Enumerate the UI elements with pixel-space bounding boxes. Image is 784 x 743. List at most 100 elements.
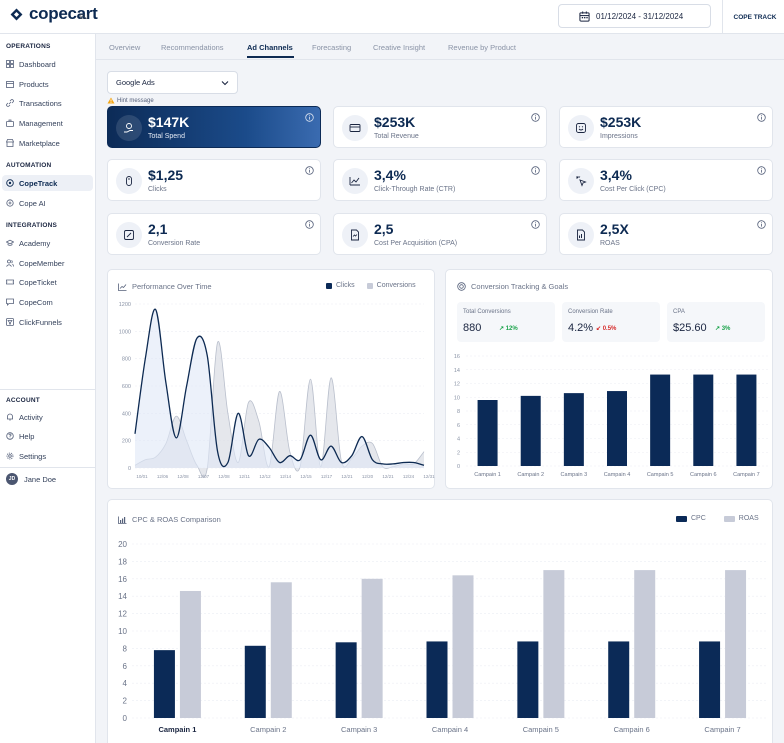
x-tick-label: Campain 6 — [690, 472, 717, 478]
info-icon[interactable] — [757, 220, 766, 229]
info-icon[interactable] — [757, 166, 766, 175]
sidebar-item-marketplace[interactable]: Marketplace — [2, 135, 93, 151]
tab-forecasting[interactable]: Forecasting — [312, 43, 352, 52]
kpi-value: $253K — [600, 114, 642, 130]
user-profile[interactable]: JD Jane Doe — [2, 471, 93, 487]
date-range-picker[interactable]: 01/12/2024 - 31/12/2024 — [558, 4, 711, 28]
sidebar-item-help[interactable]: Help — [2, 428, 93, 444]
info-icon[interactable] — [531, 166, 540, 175]
kpi-value: 3,4% — [600, 167, 632, 183]
section-title-operations: OPERATIONS — [6, 43, 51, 50]
cope-track-button[interactable]: COPE TRACK — [733, 13, 777, 21]
x-tick-label: 10/01 — [136, 474, 148, 479]
stat-label: Conversion Rate — [568, 309, 613, 315]
bar-cpc-campain-7 — [699, 641, 721, 718]
target-icon — [6, 179, 14, 187]
kpi-card-total-spend[interactable]: $147K Total Spend — [107, 106, 321, 148]
grid-icon — [6, 60, 14, 68]
x-tick-label: 12/21 — [341, 474, 353, 479]
section-title-account: ACCOUNT — [6, 397, 40, 404]
sidebar-divider — [0, 467, 96, 468]
sidebar-item-management[interactable]: Management — [2, 115, 93, 131]
store-icon — [6, 139, 14, 147]
sidebar-item-dashboard[interactable]: Dashboard — [2, 56, 93, 72]
bar-roas-campain-4 — [452, 575, 474, 718]
sidebar-item-activity[interactable]: Activity — [2, 409, 93, 425]
info-icon[interactable] — [757, 113, 766, 122]
kpi-card-cpc[interactable]: 3,4% Cost Per Click (CPC) — [559, 159, 773, 201]
x-tick-label: Campain 3 — [341, 725, 377, 734]
date-range-text: 01/12/2024 - 31/12/2024 — [596, 11, 684, 21]
stat-conversion-rate: Conversion Rate 4.2% ↙ 0.5% — [562, 302, 660, 342]
kpi-card-clicks[interactable]: $1,25 Clicks — [107, 159, 321, 201]
sidebar-item-copemember[interactable]: CopeMember — [2, 255, 93, 271]
active-tab-indicator — [247, 56, 294, 58]
sidebar-item-settings[interactable]: Settings — [2, 448, 93, 464]
y-tick-label: 18 — [118, 557, 127, 566]
tab-creative-insight[interactable]: Creative Insight — [373, 43, 426, 52]
kpi-value: $147K — [148, 114, 190, 130]
sidebar-item-copecom[interactable]: CopeCom — [2, 294, 93, 310]
x-tick-label: Campain 1 — [158, 725, 196, 734]
kpi-label: Cost Per Click (CPC) — [600, 186, 666, 193]
sidebar-item-clickfunnels[interactable]: ClickFunnels — [2, 314, 93, 330]
sidebar-item-label: Activity — [19, 412, 43, 422]
info-icon[interactable] — [305, 220, 314, 229]
sidebar-item-label: Management — [19, 118, 63, 128]
graduation-icon — [6, 239, 14, 246]
tab-overview[interactable]: Overview — [109, 43, 141, 52]
kpi-label: Total Revenue — [374, 133, 419, 140]
legend-cpc: CPC — [691, 515, 706, 522]
info-icon[interactable] — [531, 113, 540, 122]
kpi-card-roas[interactable]: 2,5X ROAS — [559, 213, 773, 255]
kpi-value: 2,5X — [600, 221, 629, 237]
y-tick-label: 6 — [457, 423, 460, 429]
chevron-down-icon — [221, 81, 229, 86]
chat-icon — [6, 298, 14, 306]
sidebar-item-label: Transactions — [19, 98, 62, 108]
x-tick-label: Campain 2 — [517, 472, 544, 478]
legend-swatch-conversions — [366, 282, 373, 289]
sidebar-item-academy[interactable]: Academy — [2, 235, 93, 251]
kpi-value: 2,1 — [148, 221, 168, 237]
x-tick-label: Campain 2 — [250, 725, 286, 734]
kpi-card-impressions[interactable]: $253K Impressions — [559, 106, 773, 148]
stat-value: $25.60 — [673, 322, 707, 334]
bar-roas-campain-6 — [634, 570, 656, 718]
gear-icon — [6, 452, 14, 460]
sidebar-item-copeticket[interactable]: CopeTicket — [2, 274, 93, 290]
info-icon[interactable] — [305, 113, 314, 122]
tab-recommendations[interactable]: Recommendations — [161, 43, 224, 52]
logo[interactable]: copecart — [8, 5, 98, 23]
channel-select[interactable]: Google Ads — [107, 71, 238, 94]
performance-legend: Clicks Conversions — [326, 282, 416, 289]
bar-roas-campain-5 — [543, 570, 565, 718]
kpi-card-cpa[interactable]: 2,5 Cost Per Acquisition (CPA) — [333, 213, 547, 255]
tab-revenue-by-product[interactable]: Revenue by Product — [448, 43, 516, 52]
kpi-card-ctr[interactable]: 3,4% Click-Through Rate (CTR) — [333, 159, 547, 201]
tab-ad-channels[interactable]: Ad Channels — [247, 43, 293, 52]
sidebar-item-cope-ai[interactable]: Cope AI — [2, 195, 93, 211]
sidebar-item-copetrack[interactable]: CopeTrack — [2, 175, 93, 191]
kpi-card-conversion-rate[interactable]: 2,1 Conversion Rate — [107, 213, 321, 255]
x-tick-label: 12/21 — [382, 474, 394, 479]
info-icon[interactable] — [305, 166, 314, 175]
legend-clicks: Clicks — [336, 282, 355, 289]
sidebar-item-transactions[interactable]: Transactions — [2, 95, 93, 111]
section-title-automation: AUTOMATION — [6, 162, 52, 169]
info-icon[interactable] — [531, 220, 540, 229]
stat-value: 4.2% — [568, 322, 594, 334]
sidebar-item-label: ClickFunnels — [19, 317, 62, 327]
bar-roas-campain-2 — [270, 582, 292, 718]
money-hand-icon — [116, 115, 142, 141]
kpi-label: Clicks — [148, 186, 167, 193]
sidebar-item-products[interactable]: Products — [2, 76, 93, 92]
x-tick-label: Campain 4 — [604, 472, 631, 478]
header-divider — [722, 0, 723, 34]
clicks-line — [134, 308, 425, 468]
y-tick-label: 1200 — [119, 302, 131, 308]
y-tick-label: 2 — [123, 697, 128, 706]
conversions-area — [135, 341, 424, 478]
kpi-card-total-revenue[interactable]: $253K Total Revenue — [333, 106, 547, 148]
sidebar-item-label: CopeCom — [19, 297, 53, 307]
